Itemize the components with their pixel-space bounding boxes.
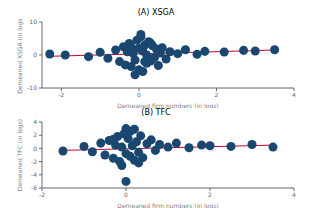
svg-text:Demeaned firm numbers (in logs: Demeaned firm numbers (in logs): [117, 102, 218, 108]
svg-text:0: 0: [33, 51, 37, 58]
svg-text:2: 2: [215, 91, 219, 98]
svg-text:Demeaned XSGA (in logs): Demeaned XSGA (in logs): [16, 18, 24, 94]
svg-text:-10: -10: [27, 84, 37, 91]
svg-text:2: 2: [33, 131, 37, 138]
svg-text:10: 10: [29, 18, 37, 25]
html-text:(A) XSGA: (A) XSGA: [137, 8, 175, 17]
svg-text:-2: -2: [31, 158, 37, 165]
svg-text:0: 0: [137, 91, 141, 98]
html-text:(B) TFC: (B) TFC: [141, 108, 171, 117]
svg-text:-2: -2: [39, 191, 45, 198]
svg-text:4: 4: [292, 91, 296, 98]
svg-text:Demeaned TFC (in logs): Demeaned TFC (in logs): [16, 119, 24, 191]
svg-text:Demeaned firm numbers (in logs: Demeaned firm numbers (in logs): [117, 202, 218, 208]
svg-text:-2: -2: [58, 91, 64, 98]
svg-text:0: 0: [33, 145, 37, 152]
svg-text:2: 2: [208, 191, 212, 198]
svg-text:4: 4: [292, 191, 296, 198]
svg-text:-6: -6: [31, 184, 37, 191]
svg-text:-4: -4: [31, 171, 37, 178]
svg-text:0: 0: [124, 191, 128, 198]
svg-text:4: 4: [33, 118, 37, 125]
